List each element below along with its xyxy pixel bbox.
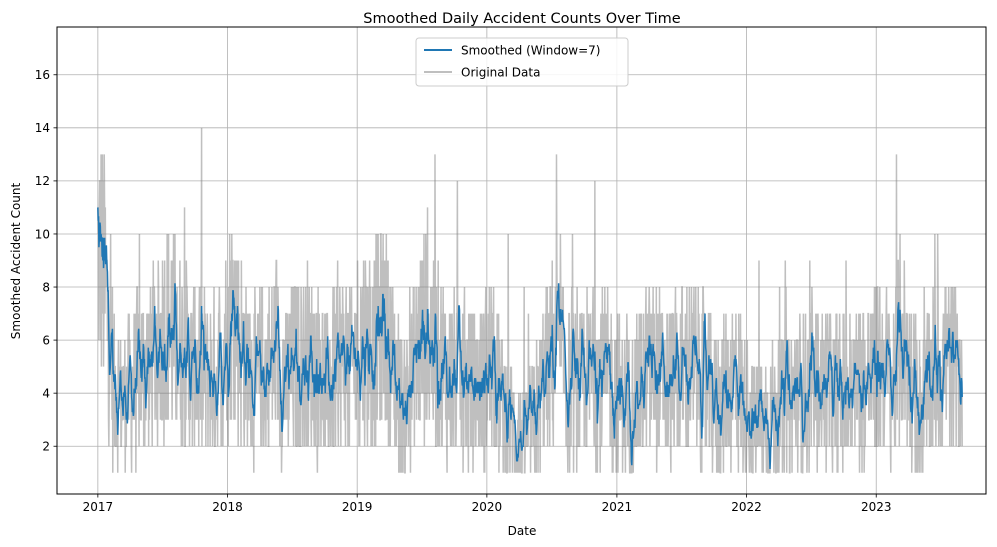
y-tick-label: 8 [42,280,50,294]
x-tick-label: 2020 [472,500,503,514]
y-axis-label: Smoothed Accident Count [9,183,23,340]
x-tick-label: 2017 [83,500,114,514]
x-tick-label: 2019 [342,500,373,514]
y-tick-label: 12 [35,174,50,188]
legend: Smoothed (Window=7) Original Data [415,37,629,87]
x-tick-label: 2022 [731,500,762,514]
plot-frame [56,26,987,495]
x-tick-label: 2023 [861,500,892,514]
y-tick-label: 6 [42,333,50,347]
y-tick-label: 2 [42,440,50,454]
x-axis: 2017 2018 2019 2020 2021 2022 2023 [83,494,892,514]
y-axis: 2 4 6 8 10 12 14 16 [35,68,57,454]
x-axis-label: Date [508,524,537,538]
y-tick-label: 10 [35,227,50,241]
chart-title: Smoothed Daily Accident Counts Over Time [363,11,681,27]
y-tick-label: 4 [42,386,50,400]
plot-area [97,127,963,474]
x-tick-label: 2021 [602,500,633,514]
series-smoothed-line [97,207,963,470]
legend-box [415,37,629,87]
y-tick-label: 16 [35,68,50,82]
legend-label-original: Original Data [461,66,540,80]
x-tick-label: 2018 [212,500,243,514]
y-tick-label: 14 [35,121,50,135]
legend-label-smoothed: Smoothed (Window=7) [461,44,600,58]
